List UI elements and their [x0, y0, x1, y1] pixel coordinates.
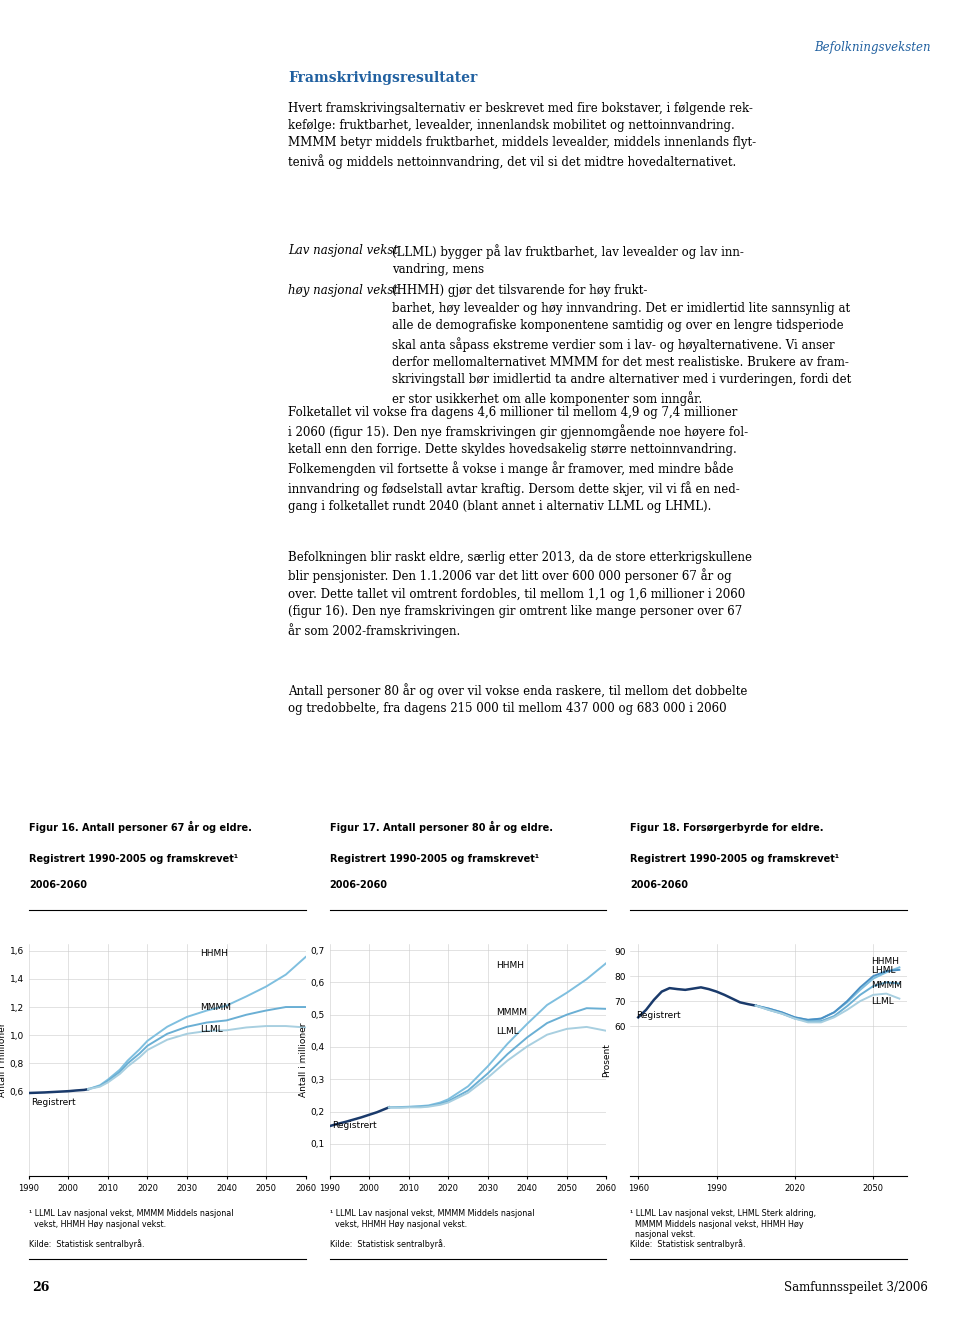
Y-axis label: Antall i millioner: Antall i millioner — [0, 1022, 7, 1098]
Text: HHMH: HHMH — [201, 949, 228, 958]
Text: Registrert 1990-2005 og framskrevet¹: Registrert 1990-2005 og framskrevet¹ — [631, 853, 840, 864]
Text: MMMM: MMMM — [201, 1003, 231, 1011]
Text: Registrert 1990-2005 og framskrevet¹: Registrert 1990-2005 og framskrevet¹ — [329, 853, 539, 864]
Text: MMMM: MMMM — [872, 981, 902, 990]
Text: Registrert 1990-2005 og framskrevet¹: Registrert 1990-2005 og framskrevet¹ — [29, 853, 238, 864]
Text: Folketallet vil vokse fra dagens 4,6 millioner til mellom 4,9 og 7,4 millioner
i: Folketallet vil vokse fra dagens 4,6 mil… — [288, 407, 748, 513]
Text: Registrert: Registrert — [332, 1122, 377, 1131]
Text: Registrert: Registrert — [32, 1098, 76, 1107]
Text: Framskrivingsresultater: Framskrivingsresultater — [288, 70, 477, 85]
Text: Figur 18. Forsørgerbyrde for eldre.: Figur 18. Forsørgerbyrde for eldre. — [631, 823, 824, 833]
Y-axis label: Prosent: Prosent — [602, 1043, 612, 1076]
Text: Lav nasjonal vekst: Lav nasjonal vekst — [288, 245, 398, 256]
Text: Befolkningen blir raskt eldre, særlig etter 2013, da de store etterkrigskullene
: Befolkningen blir raskt eldre, særlig et… — [288, 550, 752, 638]
Text: 26: 26 — [32, 1281, 49, 1294]
Text: ¹ LLML Lav nasjonal vekst, MMMM Middels nasjonal
  vekst, HHMH Høy nasjonal veks: ¹ LLML Lav nasjonal vekst, MMMM Middels … — [329, 1209, 534, 1229]
Text: LLML: LLML — [872, 997, 894, 1006]
Text: MMMM: MMMM — [495, 1007, 527, 1017]
Text: ¹ LLML Lav nasjonal vekst, MMMM Middels nasjonal
  vekst, HHMH Høy nasjonal veks: ¹ LLML Lav nasjonal vekst, MMMM Middels … — [29, 1209, 233, 1229]
Text: Registrert: Registrert — [636, 1011, 681, 1021]
Text: Antall personer 80 år og over vil vokse enda raskere, til mellom det dobbelte
og: Antall personer 80 år og over vil vokse … — [288, 683, 748, 715]
Text: HHMH: HHMH — [872, 957, 900, 966]
Text: 2006-2060: 2006-2060 — [631, 880, 688, 890]
Text: LLML: LLML — [201, 1026, 223, 1034]
Text: (HHMH) gjør det tilsvarende for høy frukt-
barhet, høy levealder og høy innvandr: (HHMH) gjør det tilsvarende for høy fruk… — [392, 284, 851, 405]
Text: Kilde:  Statistisk sentralbyrå.: Kilde: Statistisk sentralbyrå. — [631, 1239, 746, 1248]
Text: Figur 16. Antall personer 67 år og eldre.: Figur 16. Antall personer 67 år og eldre… — [29, 821, 252, 833]
Text: LHML: LHML — [872, 966, 896, 975]
Text: 2006-2060: 2006-2060 — [329, 880, 388, 890]
Y-axis label: Antall i millioner: Antall i millioner — [299, 1022, 308, 1098]
Text: høy nasjonal vekst: høy nasjonal vekst — [288, 284, 398, 298]
Text: Befolkningsveksten: Befolkningsveksten — [815, 41, 931, 54]
Text: Kilde:  Statistisk sentralbyrå.: Kilde: Statistisk sentralbyrå. — [329, 1239, 445, 1248]
Text: 2006-2060: 2006-2060 — [29, 880, 86, 890]
Text: HHMH: HHMH — [495, 961, 524, 970]
Text: (LLML) bygger på lav fruktbarhet, lav levealder og lav inn-
vandring, mens: (LLML) bygger på lav fruktbarhet, lav le… — [392, 245, 744, 276]
Text: ¹ LLML Lav nasjonal vekst, LHML Sterk aldring,
  MMMM Middels nasjonal vekst, HH: ¹ LLML Lav nasjonal vekst, LHML Sterk al… — [631, 1209, 816, 1239]
Text: Hvert framskrivingsalternativ er beskrevet med fire bokstaver, i følgende rek-
k: Hvert framskrivingsalternativ er beskrev… — [288, 102, 756, 169]
Text: LLML: LLML — [495, 1027, 518, 1037]
Text: Samfunnsspeilet 3/2006: Samfunnsspeilet 3/2006 — [784, 1281, 928, 1294]
Text: Figur 17. Antall personer 80 år og eldre.: Figur 17. Antall personer 80 år og eldre… — [329, 821, 553, 833]
Text: Kilde:  Statistisk sentralbyrå.: Kilde: Statistisk sentralbyrå. — [29, 1239, 144, 1248]
